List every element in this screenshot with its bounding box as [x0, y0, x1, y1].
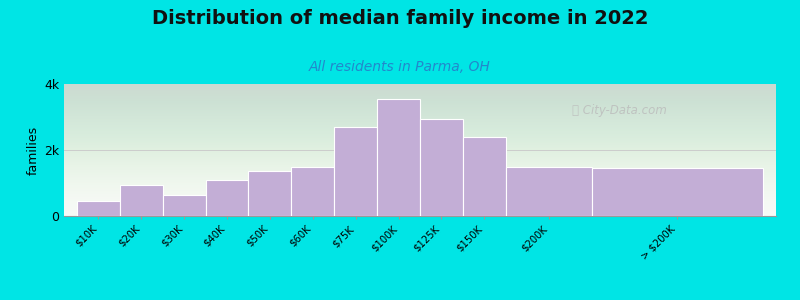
Bar [249, 171, 291, 216]
Bar [506, 167, 591, 216]
Bar [206, 180, 249, 216]
Text: All residents in Parma, OH: All residents in Parma, OH [309, 60, 491, 74]
Bar [463, 137, 506, 216]
Y-axis label: families: families [27, 125, 40, 175]
Bar [162, 194, 206, 216]
Bar [291, 167, 334, 216]
Bar [77, 201, 120, 216]
Bar [420, 118, 463, 216]
Bar [120, 184, 162, 216]
Bar [591, 168, 763, 216]
Text: Distribution of median family income in 2022: Distribution of median family income in … [152, 9, 648, 28]
Bar [334, 127, 377, 216]
Text: ⓘ City-Data.com: ⓘ City-Data.com [572, 104, 666, 117]
Bar [377, 99, 420, 216]
